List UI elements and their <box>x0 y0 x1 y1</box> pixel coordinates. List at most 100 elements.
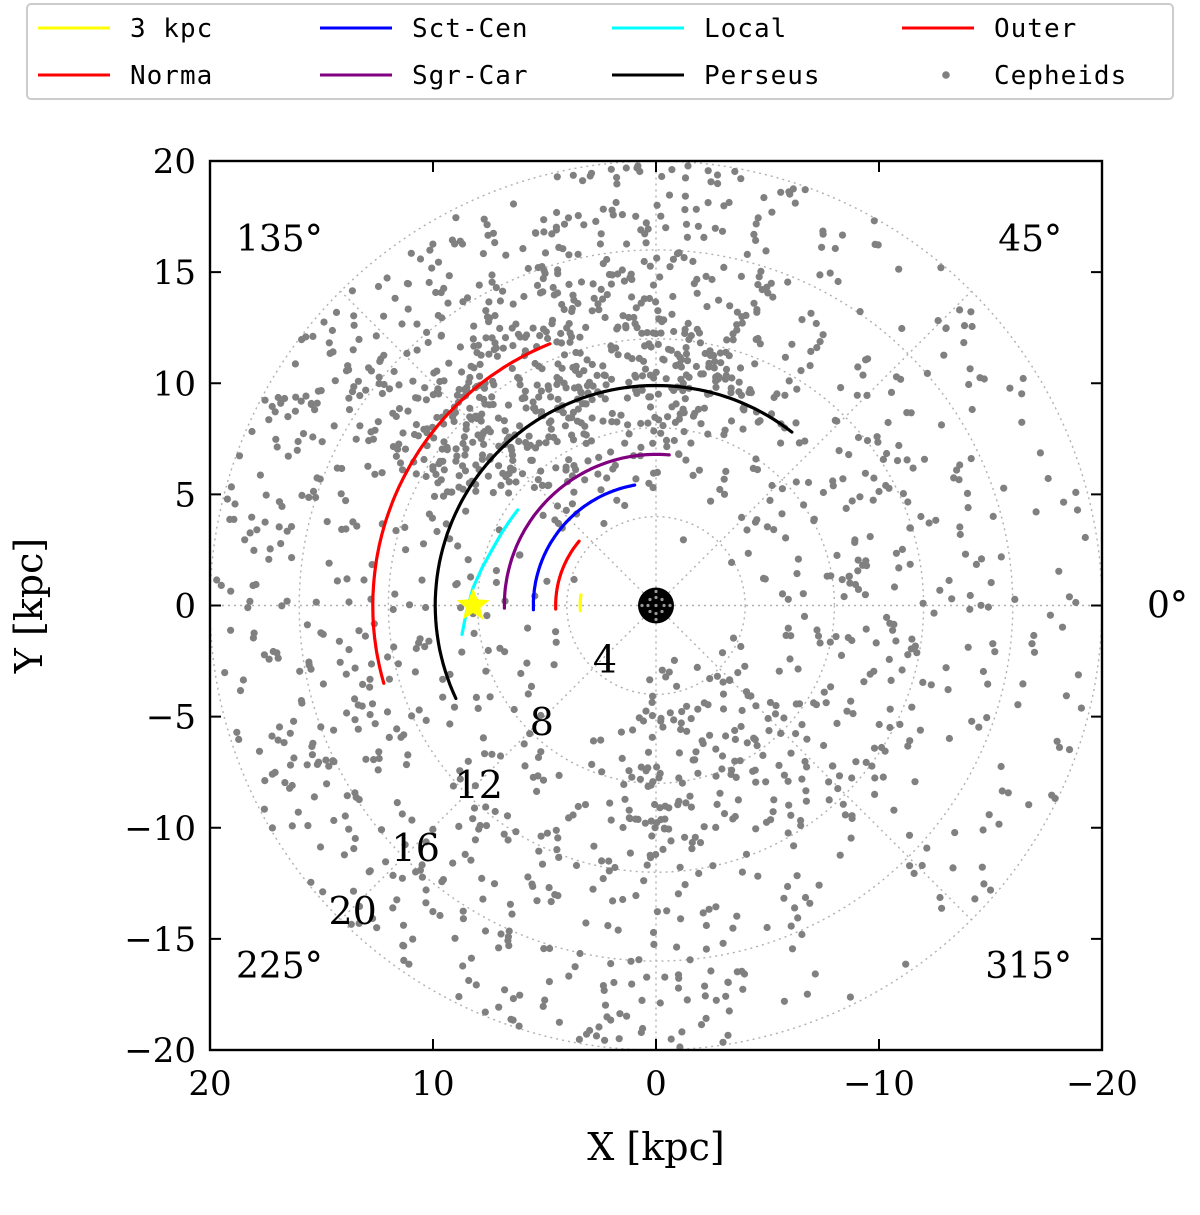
cepheid-point-1201 <box>452 581 460 589</box>
cepheid-point-1221 <box>308 742 316 751</box>
cepheid-point-1178 <box>607 960 615 968</box>
cepheid-point-116 <box>648 712 657 720</box>
cepheid-point-607 <box>720 810 729 818</box>
cepheid-point-885 <box>350 312 358 320</box>
cepheid-point-42 <box>433 413 441 422</box>
cepheid-point-1252 <box>553 502 562 510</box>
cepheid-point-1131 <box>597 486 605 494</box>
cepheid-point-16 <box>889 626 897 634</box>
cepheid-point-1033 <box>404 751 412 759</box>
cepheid-point-1041 <box>909 464 917 472</box>
cepheid-point-248 <box>763 523 772 531</box>
legend-3-kpc-label: 3 kpc <box>130 14 213 44</box>
cepheid-point-725 <box>481 400 489 408</box>
cepheid-point-1618 <box>833 551 841 560</box>
cepheid-point-552 <box>362 386 370 394</box>
cepheid-point-1757 <box>676 863 684 871</box>
cepheid-point-1738 <box>803 735 811 743</box>
cepheid-point-568 <box>654 307 662 315</box>
cepheid-point-124 <box>977 555 986 563</box>
cepheid-point-1425 <box>278 602 286 610</box>
cepheid-point-838 <box>995 820 1003 828</box>
cepheid-point-648 <box>966 591 974 600</box>
cepheid-point-1573 <box>286 761 295 769</box>
cepheid-point-793 <box>439 693 447 701</box>
cepheid-point-368 <box>369 435 377 443</box>
cepheid-point-577 <box>482 307 490 315</box>
cepheid-point-1079 <box>272 435 280 443</box>
cepheid-point-1446 <box>433 367 441 375</box>
cepheid-point-312 <box>904 651 912 659</box>
cepheid-point-1418 <box>1053 737 1061 745</box>
cepheid-point-1243 <box>794 914 802 922</box>
cepheid-point-1697 <box>304 822 312 830</box>
cepheid-point-1502 <box>665 825 673 833</box>
cepheid-point-873 <box>932 516 940 524</box>
arm-sct-cen <box>531 483 637 612</box>
cepheid-point-1094 <box>457 604 465 612</box>
cepheid-point-1422 <box>369 914 377 923</box>
cepheid-point-1473 <box>303 761 311 769</box>
cepheid-point-479 <box>444 299 452 307</box>
cepheid-point-1683 <box>791 904 799 912</box>
cepheid-point-1292 <box>800 612 809 621</box>
cepheid-point-1626 <box>762 247 770 255</box>
cepheid-point-792 <box>349 346 357 354</box>
cepheid-point-1127 <box>945 734 954 743</box>
cepheid-point-1616 <box>479 250 487 258</box>
cepheid-point-1325 <box>343 709 351 717</box>
cepheid-point-1775 <box>459 439 467 448</box>
cepheid-point-656 <box>644 748 653 756</box>
cepheid-point-757 <box>479 734 487 742</box>
cepheid-point-1398 <box>268 402 276 411</box>
cepheid-point-1173 <box>856 308 864 316</box>
cepheid-point-1207 <box>545 978 554 986</box>
cepheid-point-773 <box>217 581 225 590</box>
cepheid-point-1345 <box>727 389 735 397</box>
cepheid-point-629 <box>378 469 386 477</box>
cepheid-point-1595 <box>290 754 298 762</box>
cepheid-point-551 <box>595 306 603 314</box>
cepheid-point-1229 <box>521 394 529 402</box>
cepheid-point-1096 <box>727 770 735 779</box>
cepheid-point-1487 <box>938 904 946 912</box>
cepheid-point-1001 <box>998 787 1006 795</box>
cepheid-point-1681 <box>984 680 992 688</box>
cepheid-point-1066 <box>702 1014 710 1023</box>
cepheid-point-257 <box>766 496 774 504</box>
cepheid-point-883 <box>303 621 311 629</box>
cepheid-point-1295 <box>674 984 683 992</box>
cepheid-point-946 <box>226 515 234 524</box>
cepheid-point-1172 <box>583 1030 591 1038</box>
cepheid-point-1037 <box>700 404 709 412</box>
cepheid-point-741 <box>227 626 235 634</box>
cepheid-point-1577 <box>252 580 260 589</box>
cepheid-point-884 <box>342 497 350 505</box>
cepheid-point-1384 <box>253 526 261 534</box>
cepheid-point-1142 <box>286 729 294 737</box>
cepheid-point-1025 <box>261 777 269 785</box>
cepheid-point-1341 <box>465 976 473 985</box>
cepheid-point-667 <box>683 357 692 365</box>
cepheid-point-856 <box>965 380 973 389</box>
cepheid-point-1744 <box>281 779 289 787</box>
cepheid-point-1280 <box>265 555 273 563</box>
cepheid-point-1415 <box>302 392 310 400</box>
cepheid-point-705 <box>443 446 451 454</box>
cepheid-point-1591 <box>510 705 518 714</box>
cepheid-point-1220 <box>540 945 548 953</box>
cepheid-point-775 <box>473 349 481 357</box>
cepheid-point-223 <box>692 748 700 756</box>
cepheid-point-897 <box>337 490 345 498</box>
cepheid-point-708 <box>492 284 500 292</box>
cepheid-point-1538 <box>439 457 447 465</box>
cepheid-point-1114 <box>281 394 289 403</box>
ring-label-16: 16 <box>392 826 440 870</box>
cepheid-point-1049 <box>562 506 570 514</box>
cepheid-point-1401 <box>236 687 245 695</box>
cepheid-point-1724 <box>644 225 652 233</box>
cepheid-point-388 <box>613 418 621 426</box>
cepheid-point-936 <box>768 481 776 490</box>
cepheid-point-1081 <box>565 814 573 822</box>
cepheid-point-695 <box>653 254 661 262</box>
